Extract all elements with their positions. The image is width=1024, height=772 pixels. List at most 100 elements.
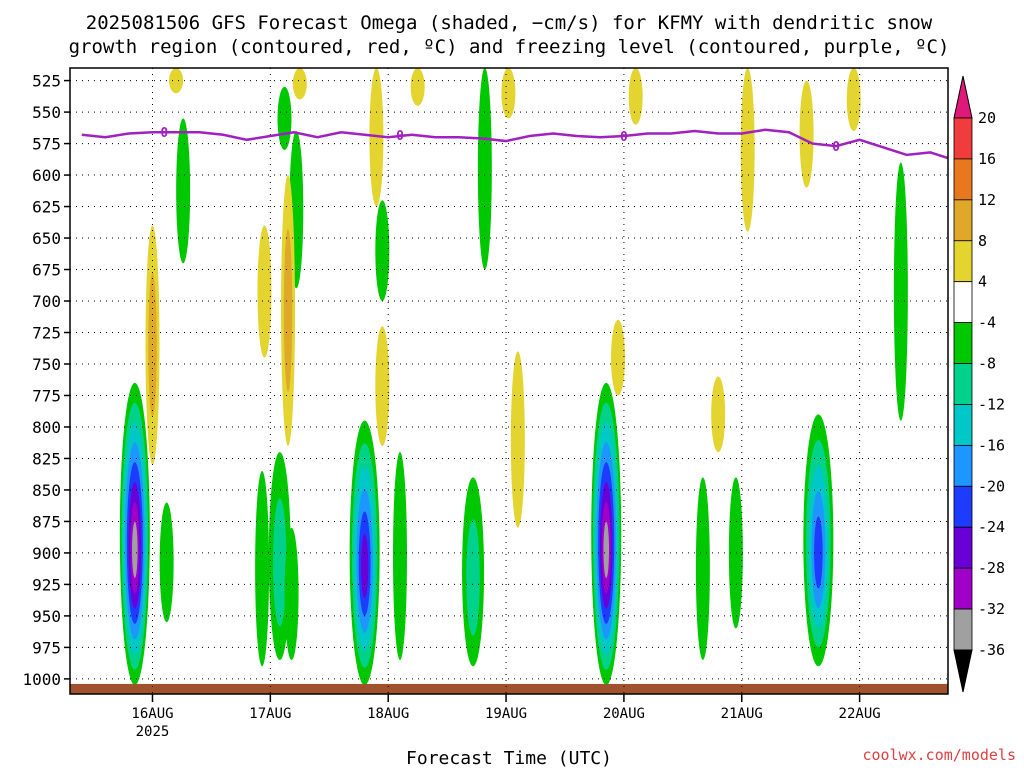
omega-positive-region	[501, 68, 516, 119]
colorbar-tick-label: 12	[978, 191, 996, 209]
omega-contour-fill	[728, 477, 743, 629]
colorbar-swatch	[953, 199, 973, 242]
omega-blob	[477, 68, 492, 270]
x-tick-label: 18AUG	[367, 706, 409, 722]
freezing-level-line	[81, 128, 948, 160]
y-tick-label: 900	[32, 544, 61, 563]
y-axis: 525 550 575 600 625 650 675 700 725 750 775 800 825 8…	[22, 72, 70, 689]
omega-blob	[349, 420, 380, 686]
x-axis: 16AUG 2025 17AUG 18AUG 19AUG 20AUG 21AUG 22AUG	[131, 694, 881, 740]
omega-contour-fill	[132, 521, 138, 579]
omega-positive-region	[169, 68, 184, 94]
omega-positive-region	[292, 68, 307, 100]
omega-positive-region	[510, 351, 525, 528]
colorbar-tick-label: -8	[978, 355, 996, 373]
freezing-level-label: 0	[832, 140, 840, 155]
omega-blob	[893, 162, 908, 421]
omega-positive-region	[628, 68, 643, 125]
omega-positive-region	[375, 326, 390, 446]
omega-positive-region	[799, 80, 814, 188]
omega-contour-fill	[159, 502, 174, 623]
colorbar-bottom-arrow	[953, 649, 973, 693]
omega-positive-fill	[799, 80, 814, 188]
colorbar-swatch	[953, 608, 973, 651]
omega-positive-fill	[375, 326, 390, 446]
colorbar-tick-label: -24	[978, 518, 1005, 536]
y-tick-label: 675	[32, 261, 61, 280]
omega-positive-fill	[169, 68, 184, 94]
omega-positive-region	[611, 319, 626, 396]
y-tick-label: 525	[32, 72, 61, 91]
colorbar-swatch	[953, 281, 973, 324]
omega-blob	[176, 118, 191, 264]
omega-positive-fill	[510, 351, 525, 528]
freezing-level-label: 0	[620, 130, 628, 145]
credit-text: coolwx.com/models	[862, 746, 1016, 764]
y-tick-label: 550	[32, 103, 61, 122]
omega-positive-fill	[292, 68, 307, 100]
omega-positive-fill	[711, 376, 726, 453]
omega-contour-fill	[814, 516, 823, 589]
y-tick-label: 925	[32, 575, 61, 594]
omega-positive-region	[281, 175, 296, 446]
omega-blob	[375, 200, 390, 302]
y-tick-label: 950	[32, 607, 61, 626]
omega-blob	[159, 502, 174, 623]
grid-lines	[70, 68, 948, 694]
colorbar-swatch	[953, 444, 973, 487]
colorbar-tick-label: -12	[978, 395, 1005, 413]
omega-positive-fill	[257, 225, 272, 358]
y-tick-label: 625	[32, 198, 61, 217]
omega-contour-fill	[277, 86, 292, 150]
omega-blob	[255, 471, 270, 667]
y-tick-label: 650	[32, 229, 61, 248]
colorbar-swatch	[953, 240, 973, 283]
y-tick-label: 600	[32, 166, 61, 185]
omega-blob	[728, 477, 743, 629]
x-axis-label: Forecast Time (UTC)	[406, 748, 612, 768]
omega-positive-fill	[148, 273, 157, 417]
colorbar-tick-label: 16	[978, 150, 996, 168]
colorbar-tick-label: -36	[978, 641, 1005, 659]
colorbar-tick-label: -32	[978, 600, 1005, 618]
omega-positive-fill	[740, 68, 755, 232]
omega-blob	[392, 452, 407, 660]
freezing-level-label: 0	[396, 129, 404, 144]
colorbar-top-arrow	[953, 75, 973, 119]
y-tick-label: 700	[32, 292, 61, 311]
colorbar-swatch	[953, 158, 973, 201]
omega-shading	[70, 68, 948, 694]
omega-blob	[462, 477, 485, 667]
colorbar-tick-label: 20	[978, 109, 996, 127]
colorbar-swatch	[953, 117, 973, 160]
omega-contour-fill	[360, 534, 369, 599]
x-tick-label: 16AUG	[131, 706, 173, 722]
colorbar: 20 16 12 8 4 -4 -8 -12 -16 -20 -24 -28 -32 -36	[953, 75, 1005, 693]
omega-positive-fill	[628, 68, 643, 125]
freezing-level-label: 0	[160, 126, 168, 141]
colorbar-tick-label: 4	[978, 273, 987, 291]
omega-blob	[803, 414, 834, 667]
y-tick-label: 775	[32, 386, 61, 405]
colorbar-tick-label: -20	[978, 477, 1005, 495]
colorbar-tick-label: -16	[978, 436, 1005, 454]
omega-contour-fill	[893, 162, 908, 421]
omega-positive-region	[740, 68, 755, 232]
colorbar-swatch	[953, 363, 973, 405]
omega-positive-fill	[846, 68, 861, 131]
y-tick-label: 1000	[22, 670, 61, 689]
x-tick-label: 19AUG	[485, 706, 527, 722]
omega-contour-fill	[273, 498, 287, 627]
omega-positive-region	[369, 68, 384, 207]
omega-positive-fill	[369, 68, 384, 207]
omega-contour-fill	[477, 68, 492, 270]
plot-background	[70, 68, 948, 694]
omega-blob	[284, 527, 299, 660]
colorbar-swatch	[953, 567, 973, 610]
omega-contour-fill	[284, 527, 299, 660]
x-tick-label: 20AUG	[603, 706, 645, 722]
y-tick-label: 875	[32, 512, 61, 531]
chart-title-line2: growth region (contoured, red, ºC) and f…	[69, 36, 950, 58]
omega-positive-fill	[611, 319, 626, 396]
